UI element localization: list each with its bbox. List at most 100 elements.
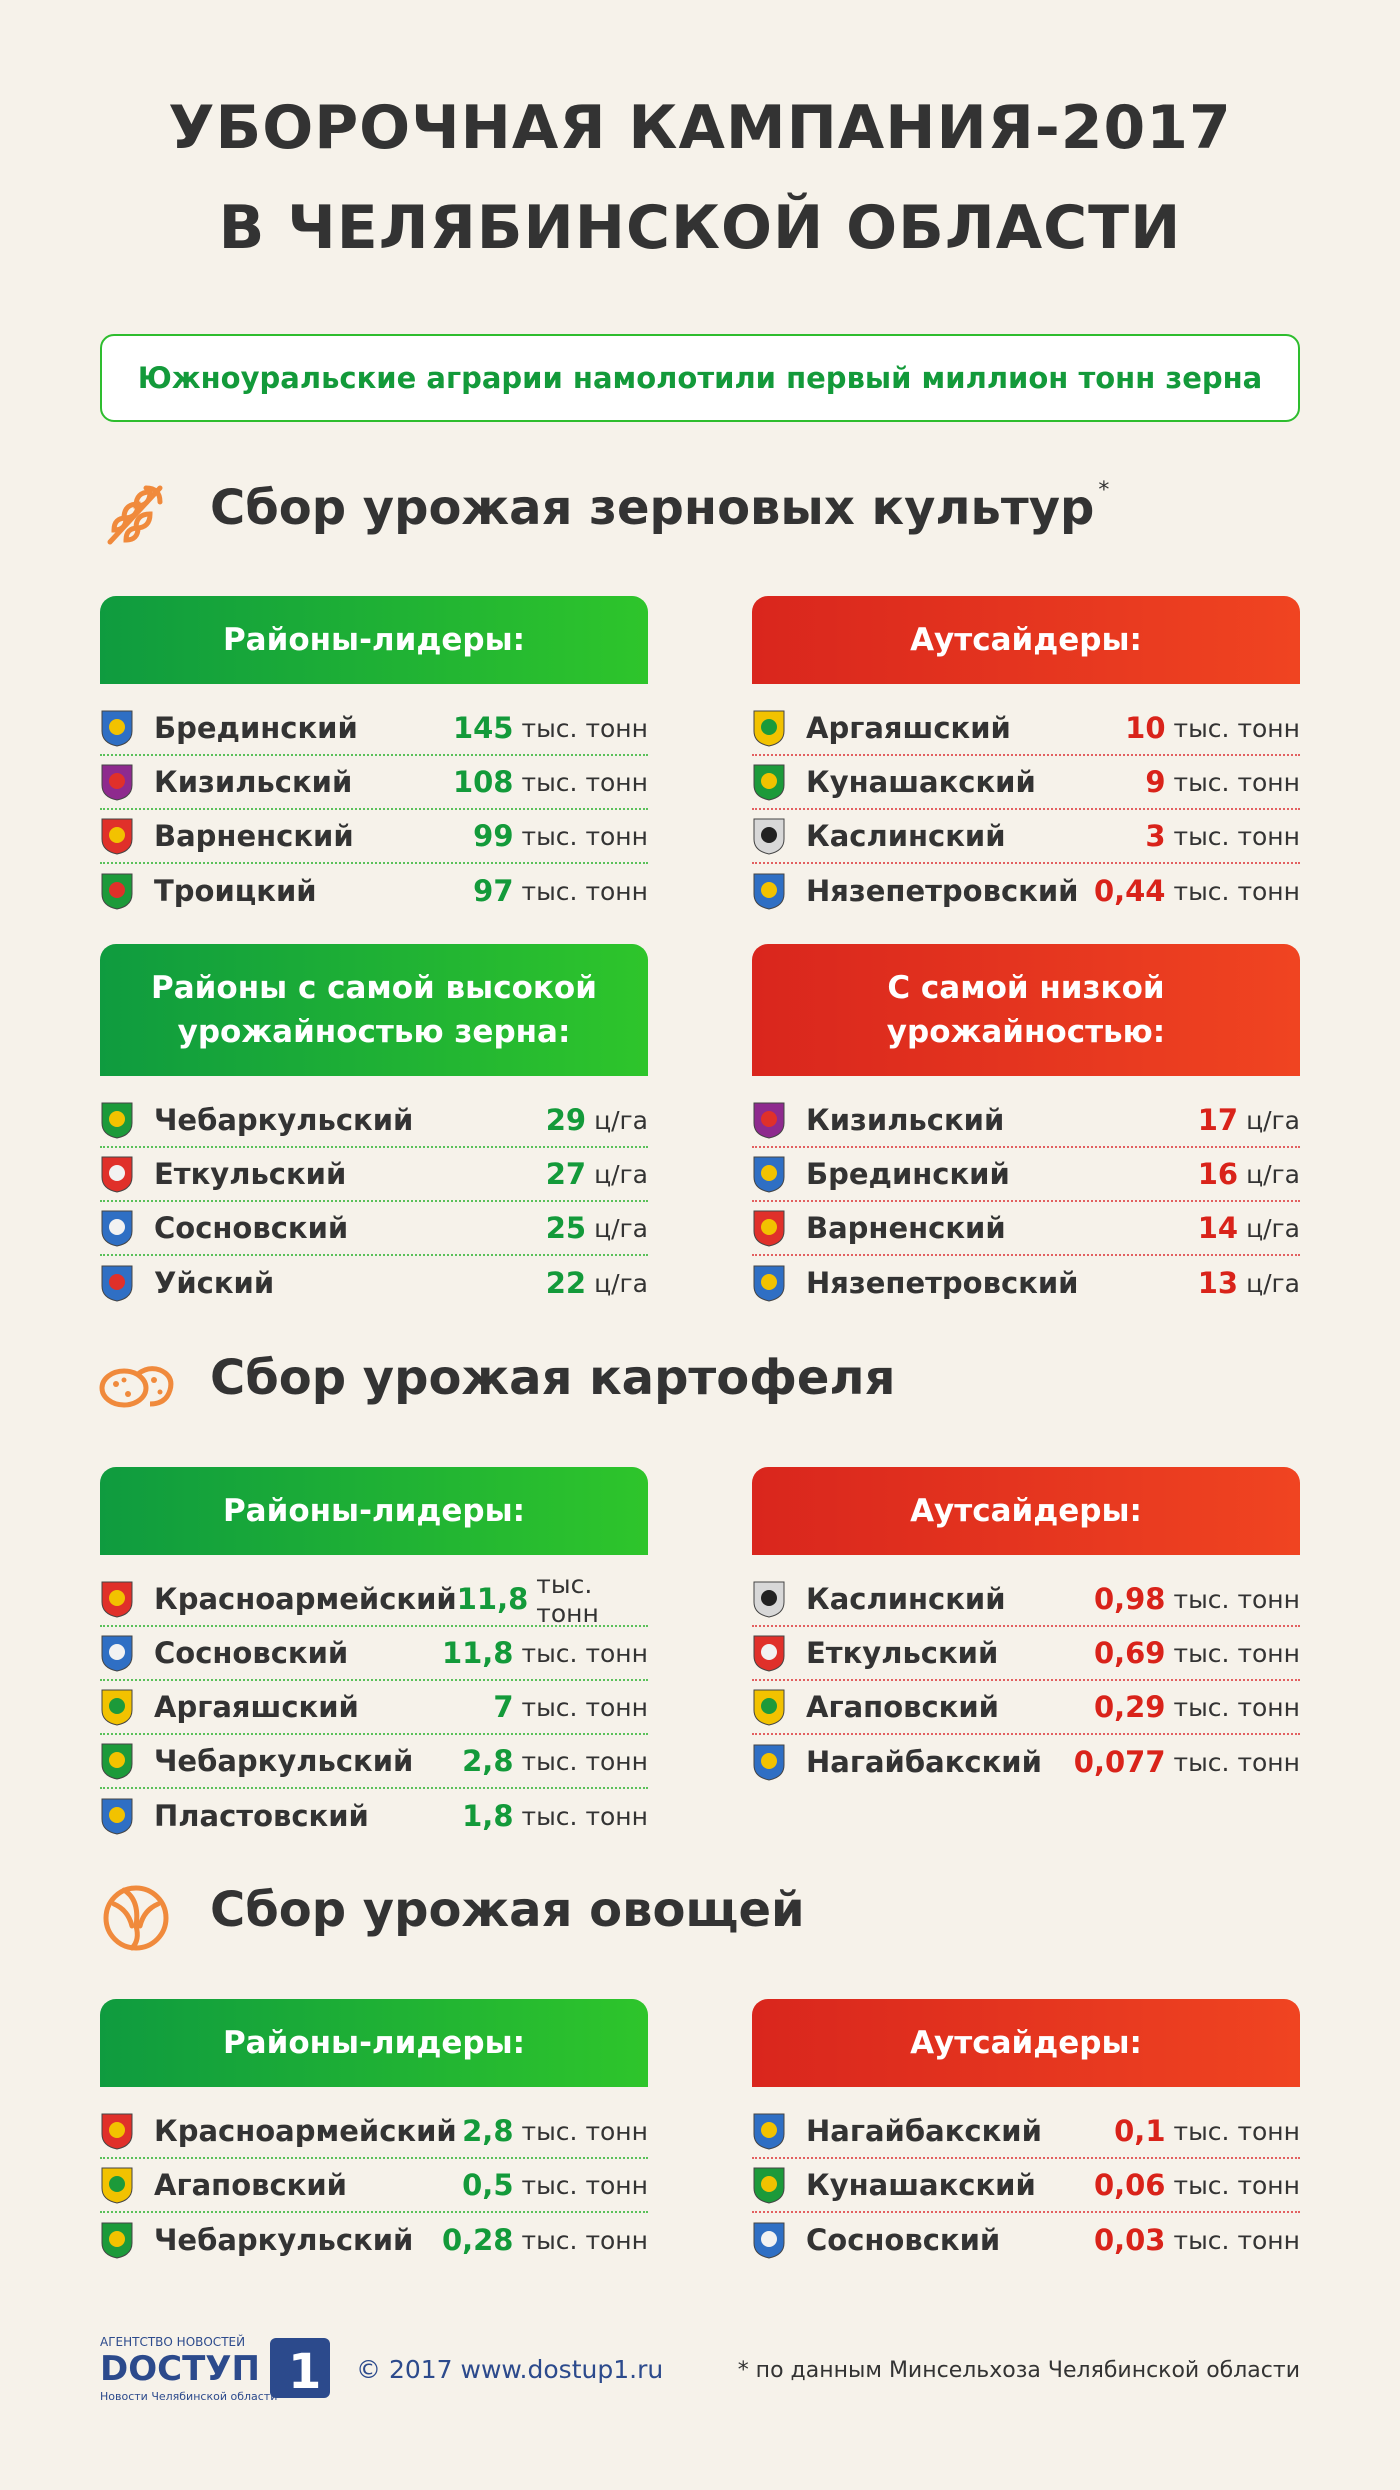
table-row: Кунашакский 0,06 тыс. тонн	[752, 2159, 1300, 2213]
kaslinsky-emblem-icon	[753, 818, 785, 855]
district-value: 14	[1197, 1211, 1239, 1245]
district-name: Еткульский	[154, 1157, 347, 1191]
value-unit: тыс. тонн	[521, 767, 649, 797]
table-row: Красноармейский 11,8 тыс. тонн	[100, 1570, 648, 1628]
card-header: Районы-лидеры:	[100, 1467, 648, 1555]
district-value: 16	[1197, 1157, 1239, 1191]
card-rows: Красноармейский 11,8 тыс. тонн Сосновский 11…	[100, 1570, 649, 1843]
plastovsky-emblem-icon	[101, 1798, 133, 1835]
district-value: 0,077	[1073, 1745, 1166, 1779]
district-name: Сосновский	[154, 1636, 349, 1670]
district-name: Сосновский	[806, 2223, 1001, 2257]
district-value: 11,8	[456, 1582, 529, 1616]
sosnovsky-emblem-icon	[101, 1210, 133, 1247]
value-unit: тыс. тонн	[521, 1746, 649, 1776]
vegetables-outsiders-card: Аутсайдеры: Нагайбакский 0,1 тыс. тонн Куна…	[752, 1999, 1300, 2267]
page-title-line-2: В ЧЕЛЯБИНСКОЙ ОБЛАСТИ	[218, 193, 1182, 263]
district-name: Чебаркульский	[154, 2223, 414, 2257]
district-value: 145	[452, 711, 514, 745]
table-row: Кизильский 108 тыс. тонн	[100, 756, 648, 810]
district-name: Агаповский	[806, 1690, 999, 1724]
table-row: Сосновский 11,8 тыс. тонн	[100, 1627, 648, 1681]
table-row: Еткульский 0,69 тыс. тонн	[752, 1627, 1300, 1681]
value-unit: тыс. тонн	[1173, 713, 1301, 743]
district-value: 1,8	[462, 1799, 514, 1833]
district-name: Красноармейский	[154, 2114, 457, 2148]
table-row: Варненский 99 тыс. тонн	[100, 810, 648, 864]
grain-low-yield-card: С самой низкой урожайностью: Кизильский 1…	[752, 944, 1300, 1310]
value-unit: тыс. тонн	[1173, 1638, 1301, 1668]
table-row: Агаповский 0,5 тыс. тонн	[100, 2159, 648, 2213]
district-name: Сосновский	[154, 1211, 349, 1245]
card-header: Районы-лидеры:	[100, 1999, 648, 2087]
table-row: Нагайбакский 0,1 тыс. тонн	[752, 2105, 1300, 2159]
logo-top-text: АГЕНТСТВО НОВОСТЕЙ	[100, 2334, 245, 2349]
potato-section-title: Сбор урожая картофеля	[210, 1350, 895, 1406]
nyazepetrovsky-emblem-icon	[753, 873, 785, 910]
card-header: Аутсайдеры:	[752, 1999, 1300, 2087]
table-row: Варненский 14 ц/га	[752, 1202, 1300, 1256]
nagaybaksky-emblem-icon	[753, 1744, 785, 1781]
vegetables-section-title: Сбор урожая овощей	[210, 1882, 805, 1938]
grain-asterisk: *	[1098, 478, 1110, 503]
value-unit: тыс. тонн	[521, 876, 649, 906]
district-name: Аргаяшский	[806, 711, 1011, 745]
card-rows: Брединский 145 тыс. тонн Кизильский 108 тыс. …	[100, 702, 648, 918]
value-unit: тыс. тонн	[1173, 1747, 1301, 1777]
district-value: 29	[545, 1103, 587, 1137]
table-row: Нагайбакский 0,077 тыс. тонн	[752, 1735, 1300, 1789]
table-row: Еткульский 27 ц/га	[100, 1148, 648, 1202]
district-name: Каслинский	[806, 1582, 1006, 1616]
wheat-icon	[107, 485, 163, 545]
district-value: 0,44	[1093, 874, 1166, 908]
grain-high-yield-card: Районы с самой высокой урожайностью зерн…	[100, 944, 648, 1310]
district-value: 22	[545, 1266, 587, 1300]
dostup1-logo[interactable]: АГЕНТСТВО НОВОСТЕЙ DOCTУП 1 Новости Челя…	[98, 2332, 338, 2408]
logo-brand-text: DOCTУП	[100, 2349, 260, 2389]
value-unit: тыс. тонн	[521, 713, 649, 743]
table-row: Чебаркульский 29 ц/га	[100, 1094, 648, 1148]
etkulsky-emblem-icon	[101, 1156, 133, 1193]
agapovsky-emblem-icon	[753, 1689, 785, 1726]
district-name: Брединский	[806, 1157, 1010, 1191]
district-name: Аргаяшский	[154, 1690, 359, 1724]
value-unit: тыс. тонн	[1173, 876, 1301, 906]
district-value: 27	[545, 1157, 587, 1191]
varnensky-emblem-icon	[101, 818, 133, 855]
district-value: 13	[1197, 1266, 1239, 1300]
card-header: Районы-лидеры:	[100, 596, 648, 684]
district-value: 7	[493, 1690, 514, 1724]
nagaybaksky-emblem-icon	[753, 2113, 785, 2150]
grain-leaders-card: Районы-лидеры: Брединский 145 тыс. тонн Киз…	[100, 596, 648, 918]
table-row: Агаповский 0,29 тыс. тонн	[752, 1681, 1300, 1735]
footer-copyright[interactable]: © 2017 www.dostup1.ru	[356, 2355, 664, 2384]
district-name: Агаповский	[154, 2168, 347, 2202]
district-name: Кунашакский	[806, 765, 1036, 799]
vegetables-leaders-card: Районы-лидеры: Красноармейский 2,8 тыс. то…	[100, 1999, 648, 2267]
subtitle-banner: Южноуральские аграрии намолотили первый …	[100, 334, 1300, 422]
kunashaksky-emblem-icon	[753, 764, 785, 801]
card-header: Аутсайдеры:	[752, 1467, 1300, 1555]
sosnovsky-emblem-icon	[101, 1635, 133, 1672]
district-value: 0,03	[1093, 2223, 1166, 2257]
value-unit: тыс. тонн	[521, 1638, 649, 1668]
kizilsky-emblem-icon	[753, 1102, 785, 1139]
table-row: Нязепетровский 0,44 тыс. тонн	[752, 864, 1300, 918]
district-value: 17	[1197, 1103, 1239, 1137]
troitsky-emblem-icon	[101, 873, 133, 910]
vegetables-section-title-text: Сбор урожая овощей	[210, 1882, 805, 1938]
table-row: Кунашакский 9 тыс. тонн	[752, 756, 1300, 810]
district-name: Чебаркульский	[154, 1103, 414, 1137]
district-value: 2,8	[462, 2114, 514, 2148]
value-unit: тыс. тонн	[521, 2116, 649, 2146]
grain-outsiders-card: Аутсайдеры: Аргаяшский 10 тыс. тонн Кунашак…	[752, 596, 1300, 918]
value-unit: тыс. тонн	[1173, 767, 1301, 797]
chebarkulsky-emblem-icon	[101, 1743, 133, 1780]
agapovsky-emblem-icon	[101, 2167, 133, 2204]
subtitle-text: Южноуральские аграрии намолотили первый …	[137, 361, 1263, 395]
kunashaksky-emblem-icon	[753, 2167, 785, 2204]
table-row: Чебаркульский 0,28 тыс. тонн	[100, 2213, 648, 2267]
value-unit: ц/га	[1246, 1105, 1300, 1135]
logo-tagline-text: Новости Челябинской области	[100, 2390, 277, 2403]
district-value: 0,98	[1093, 1582, 1166, 1616]
